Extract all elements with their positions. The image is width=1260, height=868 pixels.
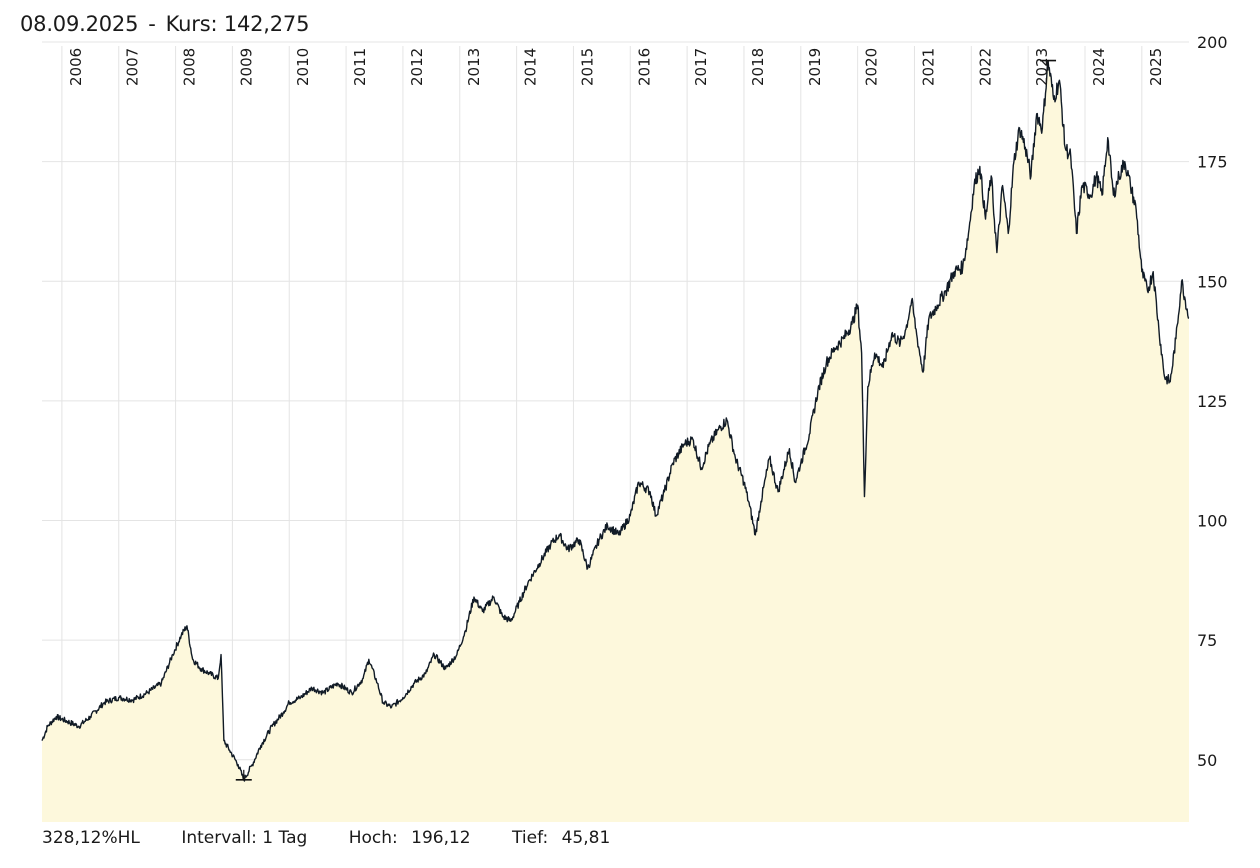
- year-tick-label: 2014: [522, 48, 540, 86]
- chart-header: 08.09.2025- Kurs: 142,275: [20, 12, 309, 36]
- price-tick-label: 150: [1197, 272, 1228, 291]
- year-tick-label: 2025: [1147, 48, 1165, 86]
- header-kurs-value: 142,275: [223, 12, 310, 36]
- year-tick-label: 2011: [351, 48, 369, 86]
- footer-interval-label: Intervall:: [181, 828, 257, 848]
- year-tick-label: 2022: [976, 48, 994, 86]
- year-tick-label: 2008: [181, 48, 199, 86]
- year-tick-label: 2016: [635, 48, 653, 86]
- year-tick-label: 2009: [237, 48, 255, 86]
- footer-hl-change: 328,12%HL: [42, 828, 140, 848]
- year-tick-label: 2006: [67, 48, 85, 86]
- year-tick-label: 2023: [1033, 48, 1051, 86]
- price-tick-label: 50: [1197, 751, 1217, 770]
- year-tick-label: 2024: [1090, 48, 1108, 86]
- footer-low-label: Tief:: [512, 828, 549, 848]
- header-kurs-label: Kurs:: [165, 12, 218, 36]
- chart-footer: 328,12%HL Intervall: 1 Tag Hoch: 196,12 …: [42, 828, 610, 848]
- year-tick-label: 2021: [919, 48, 937, 86]
- year-tick-label: 2019: [806, 48, 824, 86]
- footer-high-label: Hoch:: [348, 828, 398, 848]
- price-tick-label: 125: [1197, 392, 1228, 411]
- year-tick-label: 2012: [408, 48, 426, 86]
- price-tick-label: 100: [1197, 512, 1228, 531]
- price-tick-label: 200: [1197, 33, 1228, 52]
- header-separator: -: [148, 12, 156, 36]
- footer-high-value: 196,12: [411, 828, 471, 848]
- year-tick-label: 2020: [863, 48, 881, 86]
- extreme-markers: [235, 59, 1057, 781]
- price-area-fill: [42, 60, 1189, 822]
- footer-interval-value: 1 Tag: [262, 828, 308, 848]
- year-axis-labels: 2006 2007 2008 2009 2010 2011 2012 2013 2014 2015…: [67, 48, 1165, 86]
- price-axis-labels: 50 75 100 125 150 175 200: [1197, 33, 1228, 770]
- year-tick-label: 2007: [124, 48, 142, 86]
- year-tick-label: 2017: [692, 48, 710, 86]
- year-tick-label: 2018: [749, 48, 767, 86]
- price-tick-label: 175: [1197, 153, 1228, 172]
- year-tick-label: 2010: [294, 48, 312, 86]
- year-tick-label: 2013: [465, 48, 483, 86]
- footer-low-value: 45,81: [561, 828, 611, 848]
- price-tick-label: 75: [1197, 631, 1217, 650]
- year-tick-label: 2015: [578, 48, 596, 86]
- price-line[interactable]: [41, 59, 1190, 782]
- header-date: 08.09.2025: [20, 12, 139, 36]
